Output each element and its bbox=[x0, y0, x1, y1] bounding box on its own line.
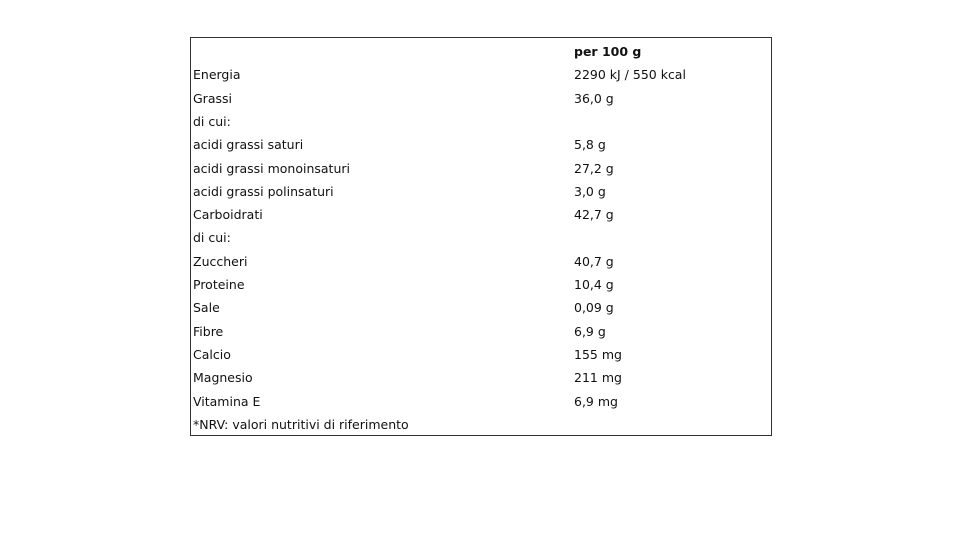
column-header: per 100 g bbox=[574, 44, 642, 59]
row-value: 6,9 g bbox=[574, 323, 606, 339]
row-label: Proteine bbox=[193, 277, 245, 292]
row-label: Fibre bbox=[193, 323, 224, 339]
row-value: 42,7 g bbox=[574, 207, 614, 223]
row-value: 155 mg bbox=[574, 346, 622, 362]
row-label: acidi grassi polinsaturi bbox=[193, 183, 334, 199]
row-label: acidi grassi saturi bbox=[193, 137, 304, 153]
row-label: Energia bbox=[193, 67, 241, 83]
row-value: 36,0 g bbox=[574, 90, 614, 106]
row-value: 10,4 g bbox=[574, 277, 614, 292]
row-label: Grassi bbox=[193, 90, 232, 106]
row-value: 40,7 g bbox=[574, 253, 614, 269]
row-value: 3,0 g bbox=[574, 183, 606, 199]
row-label: Zuccheri bbox=[193, 253, 248, 269]
row-label: Calcio bbox=[193, 346, 231, 362]
nutrition-table: per 100 g Energia 2290 kJ / 550 kcal Grass… bbox=[190, 37, 772, 436]
row-value: 6,9 mg bbox=[574, 393, 618, 409]
row-label: di cui: bbox=[193, 113, 231, 129]
row-value: 5,8 g bbox=[574, 137, 606, 153]
row-value: 0,09 g bbox=[574, 300, 614, 316]
footnote: *NRV: valori nutritivi di riferimento bbox=[193, 416, 409, 432]
row-value: 27,2 g bbox=[574, 160, 614, 176]
row-label: di cui: bbox=[193, 230, 231, 246]
row-value: 211 mg bbox=[574, 370, 622, 386]
row-label: Sale bbox=[193, 300, 220, 316]
row-label: Carboidrati bbox=[193, 207, 263, 223]
row-value: 2290 kJ / 550 kcal bbox=[574, 67, 686, 83]
row-label: Vitamina E bbox=[193, 393, 261, 409]
row-label: Magnesio bbox=[193, 370, 253, 386]
row-label: acidi grassi monoinsaturi bbox=[193, 160, 350, 176]
